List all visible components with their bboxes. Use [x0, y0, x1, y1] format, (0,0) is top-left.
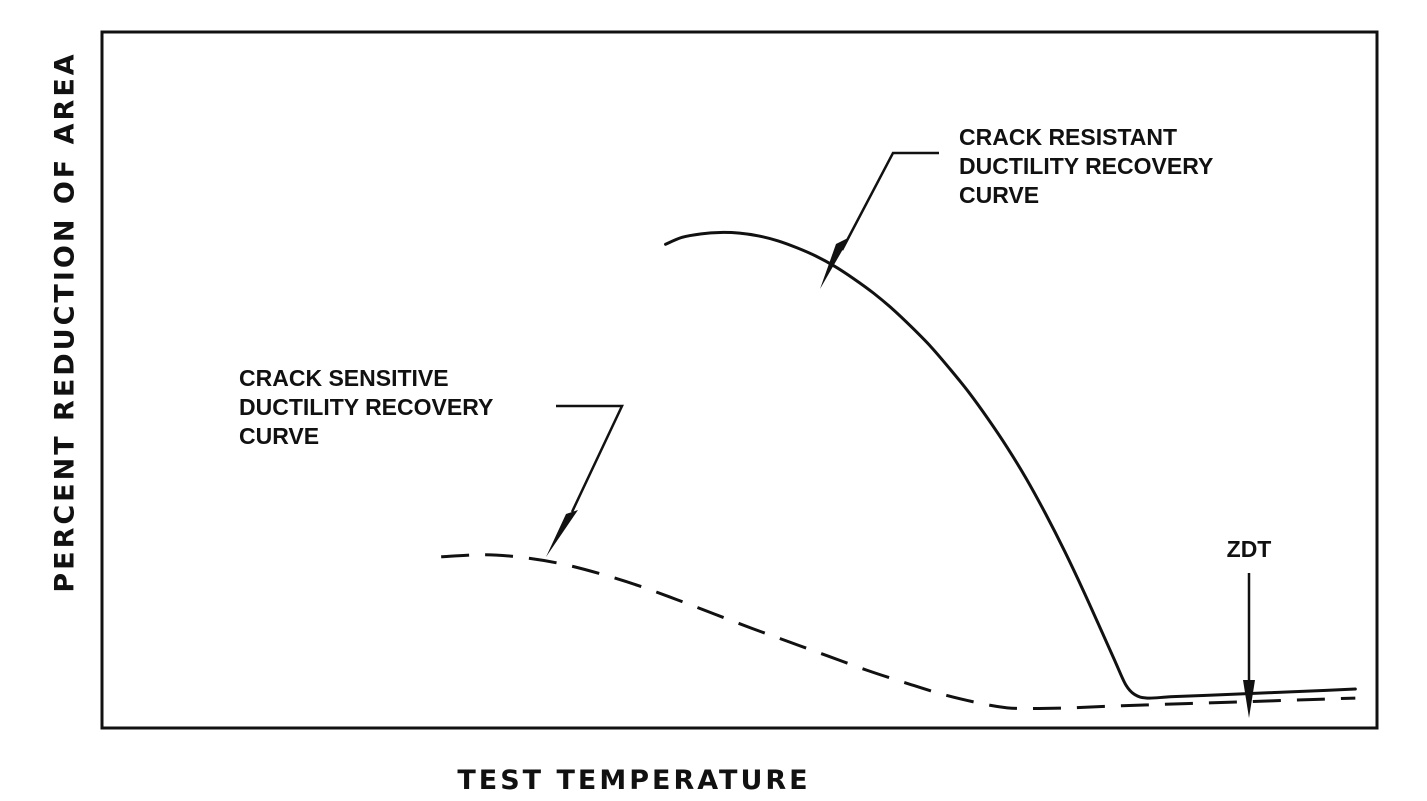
zdt-label: ZDT: [1227, 536, 1272, 562]
crack-sensitive-leader-line: [556, 404, 624, 513]
crack-resistant-annotation: CRACK RESISTANT DUCTILITY RECOVERY CURVE: [820, 124, 1213, 289]
crack-sensitive-annotation: CRACK SENSITIVE DUCTILITY RECOVERY CURVE: [239, 365, 624, 557]
crack-sensitive-label-line-2: DUCTILITY RECOVERY: [239, 394, 493, 420]
crack-sensitive-label-line-1: CRACK SENSITIVE: [239, 365, 449, 391]
zdt-arrowhead: [1243, 680, 1255, 718]
zdt-marker: ZDT: [1227, 536, 1272, 718]
crack-resistant-label-line-2: DUCTILITY RECOVERY: [959, 153, 1213, 179]
plot-frame: [100, 30, 1379, 730]
crack-resistant-label-line-1: CRACK RESISTANT: [959, 124, 1177, 150]
crack-resistant-leader-line: [840, 151, 939, 251]
y-axis-label: PERCENT REDUCTION OF AREA: [50, 51, 81, 592]
crack-sensitive-label-line-3: CURVE: [239, 423, 319, 449]
crack-resistant-curve: [664, 230, 1357, 700]
crack-resistant-label-line-3: CURVE: [959, 182, 1039, 208]
crack-sensitive-leader-arrowhead: [546, 510, 578, 557]
crack-sensitive-curve: [441, 553, 1356, 711]
crack-resistant-leader-arrowhead: [820, 237, 850, 289]
x-axis-label: TEST TEMPERATURE: [457, 765, 810, 796]
